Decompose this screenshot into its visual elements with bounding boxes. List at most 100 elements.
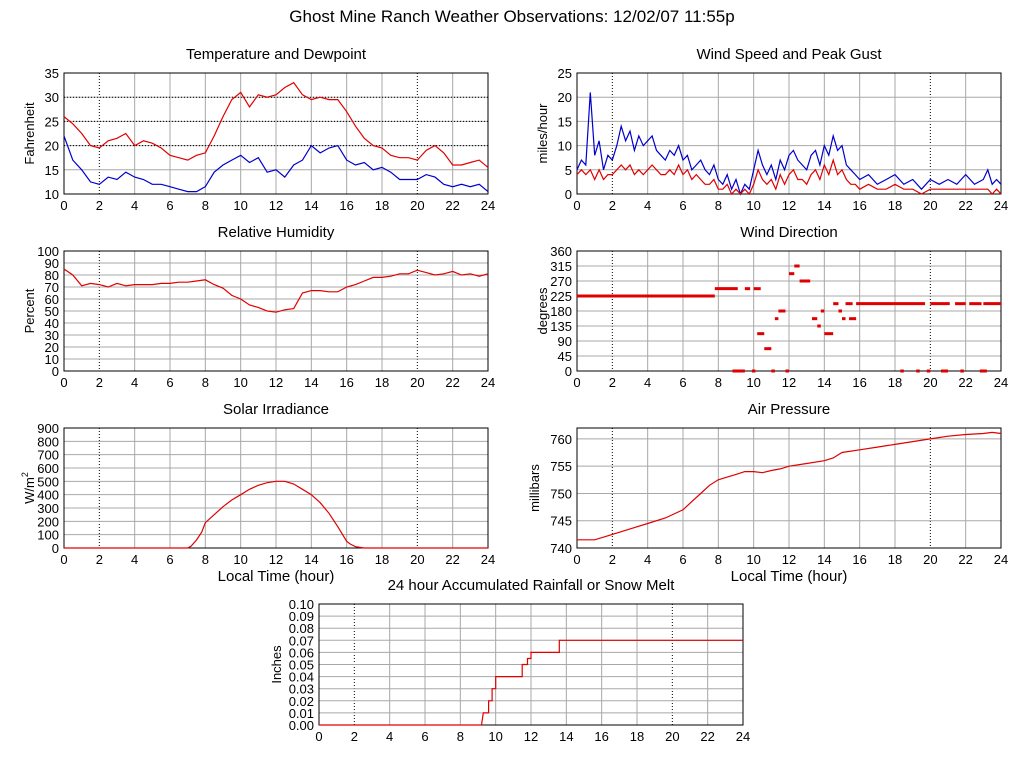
x-tick-label: 20 (923, 552, 937, 567)
y-tick-label: 315 (550, 259, 572, 274)
y-tick-label: 30 (45, 90, 59, 105)
x-tick-label: 16 (852, 552, 866, 567)
x-tick-label: 18 (375, 198, 389, 213)
x-tick-label: 16 (339, 552, 353, 567)
x-tick-label: 2 (609, 552, 616, 567)
x-tick-label: 14 (817, 198, 831, 213)
x-tick-label: 22 (958, 375, 972, 390)
x-tick-label: 6 (166, 375, 173, 390)
y-tick-label: 10 (45, 187, 59, 202)
y-tick-label: 0 (565, 187, 572, 202)
y-tick-label: 700 (37, 448, 59, 463)
y-tick-label: 100 (37, 244, 59, 259)
x-tick-label: 12 (269, 198, 283, 213)
x-tick-label: 10 (746, 552, 760, 567)
y-tick-label: 0.09 (289, 609, 314, 624)
x-tick-label: 8 (202, 198, 209, 213)
y-tick-label: 400 (37, 488, 59, 503)
y-tick-label: 0.06 (289, 645, 314, 660)
x-axis-label: Local Time (hour) (218, 568, 335, 585)
x-tick-label: 12 (782, 198, 796, 213)
x-tick-label: 10 (488, 729, 502, 744)
x-tick-label: 0 (315, 729, 322, 744)
x-tick-label: 8 (202, 375, 209, 390)
chart-title: Relative Humidity (218, 224, 335, 241)
x-tick-label: 10 (746, 198, 760, 213)
x-tick-label: 12 (269, 375, 283, 390)
x-tick-label: 22 (958, 198, 972, 213)
series-line-temperature (63, 81, 489, 168)
chart-title: Temperature and Dewpoint (186, 46, 367, 63)
x-tick-label: 8 (715, 375, 722, 390)
x-tick-label: 24 (994, 198, 1008, 213)
x-tick-label: 18 (888, 375, 902, 390)
x-tick-label: 22 (445, 198, 459, 213)
y-tick-label: 10 (45, 352, 59, 367)
x-tick-label: 0 (60, 198, 67, 213)
y-tick-label: 0 (52, 541, 59, 556)
x-tick-label: 0 (573, 552, 580, 567)
y-tick-label: 25 (45, 114, 59, 129)
x-tick-label: 14 (817, 375, 831, 390)
y-axis-label: W/m2 (20, 472, 37, 504)
y-tick-label: 60 (45, 292, 59, 307)
chart-title: Solar Irradiance (223, 401, 329, 418)
y-tick-label: 0.02 (289, 694, 314, 709)
y-tick-label: 135 (550, 319, 572, 334)
y-tick-label: 0 (565, 364, 572, 379)
y-tick-label: 5 (565, 163, 572, 178)
x-tick-label: 18 (375, 375, 389, 390)
chart-title: 24 hour Accumulated Rainfall or Snow Mel… (388, 577, 676, 594)
x-tick-label: 16 (339, 198, 353, 213)
y-axis-label-sup: 2 (20, 472, 30, 477)
x-tick-label: 6 (166, 198, 173, 213)
y-tick-label: 300 (37, 501, 59, 516)
x-tick-label: 20 (665, 729, 679, 744)
y-tick-label: 45 (558, 349, 572, 364)
x-tick-label: 6 (679, 552, 686, 567)
series-line-solar-irradiance (64, 480, 488, 549)
y-tick-label: 200 (37, 514, 59, 529)
y-tick-label: 15 (558, 114, 572, 129)
chart-title: Wind Direction (740, 224, 838, 241)
y-tick-label: 50 (45, 304, 59, 319)
x-tick-label: 4 (131, 375, 138, 390)
x-tick-label: 14 (817, 552, 831, 567)
x-tick-label: 6 (166, 552, 173, 567)
x-tick-label: 12 (782, 375, 796, 390)
x-tick-label: 16 (852, 198, 866, 213)
x-tick-label: 24 (481, 552, 495, 567)
y-tick-label: 225 (550, 289, 572, 304)
y-tick-label: 90 (45, 256, 59, 271)
y-tick-label: 745 (550, 514, 572, 529)
x-tick-label: 18 (375, 552, 389, 567)
y-tick-label: 740 (550, 541, 572, 556)
x-tick-label: 16 (594, 729, 608, 744)
y-tick-label: 40 (45, 316, 59, 331)
y-tick-label: 80 (45, 268, 59, 283)
x-tick-label: 20 (923, 375, 937, 390)
y-tick-label: 20 (45, 340, 59, 355)
y-tick-label: 30 (45, 328, 59, 343)
y-tick-label: 0.03 (289, 682, 314, 697)
plot-frame (63, 72, 489, 195)
x-tick-label: 24 (481, 198, 495, 213)
series-line-relative-humidity (63, 268, 489, 313)
y-tick-label: 0.01 (289, 706, 314, 721)
x-tick-label: 22 (700, 729, 714, 744)
x-tick-label: 18 (630, 729, 644, 744)
x-tick-label: 20 (923, 198, 937, 213)
x-axis-label: Local Time (hour) (731, 568, 848, 585)
y-tick-label: 755 (550, 459, 572, 474)
x-tick-label: 14 (559, 729, 573, 744)
y-tick-label: 70 (45, 280, 59, 295)
y-tick-label: 500 (37, 474, 59, 489)
y-axis-label: Percent (22, 288, 37, 333)
y-tick-label: 15 (45, 163, 59, 178)
page-title: Ghost Mine Ranch Weather Observations: 1… (289, 7, 735, 26)
x-tick-label: 18 (888, 552, 902, 567)
